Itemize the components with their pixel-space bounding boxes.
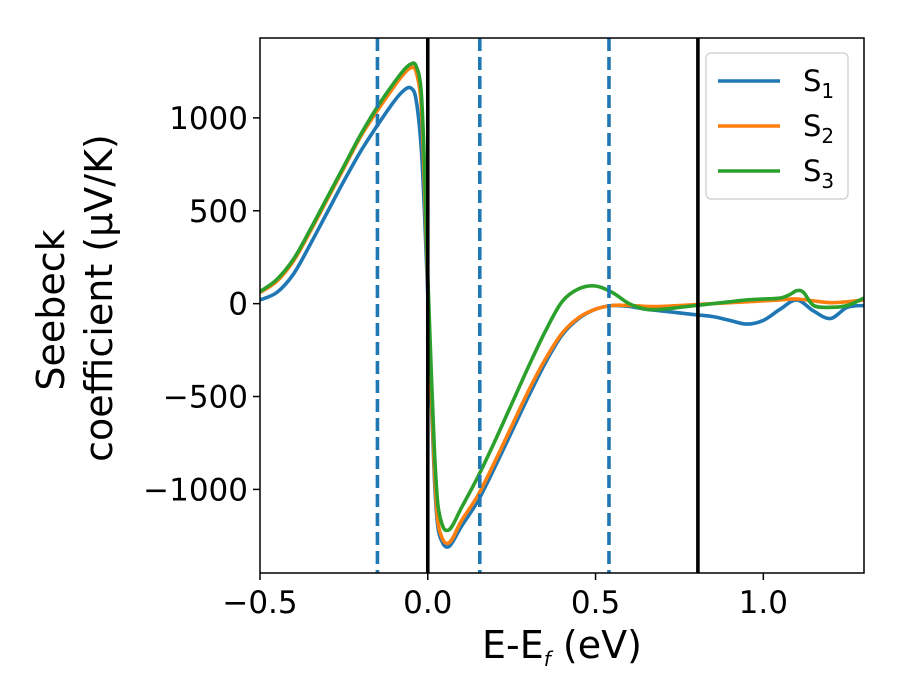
x-tick-label: −0.5: [222, 585, 297, 621]
legend-label-3: S3: [803, 154, 834, 193]
legend-label-1: S1: [803, 64, 834, 103]
y-tick-label: −1000: [143, 472, 248, 508]
plot-frame: [259, 37, 865, 574]
x-axis-label: E-Ef (eV): [482, 623, 642, 671]
y-axis-label-line1: Seebeck: [29, 229, 73, 390]
y-tick-label: 0: [228, 287, 248, 323]
x-tick-label: 1.0: [739, 585, 788, 621]
y-axis-label-line2: coefficient (μV/K): [77, 134, 121, 462]
legend-label-2: S2: [803, 109, 834, 148]
x-tick-label: 0.0: [403, 585, 452, 621]
legend: S1 S2 S3: [705, 52, 849, 200]
y-tick-label: 1000: [169, 101, 248, 137]
x-tick-label: 0.5: [571, 585, 620, 621]
series-line-s3: [260, 61, 864, 533]
y-tick-label: 500: [189, 194, 248, 230]
y-tick-label: −500: [163, 380, 248, 416]
